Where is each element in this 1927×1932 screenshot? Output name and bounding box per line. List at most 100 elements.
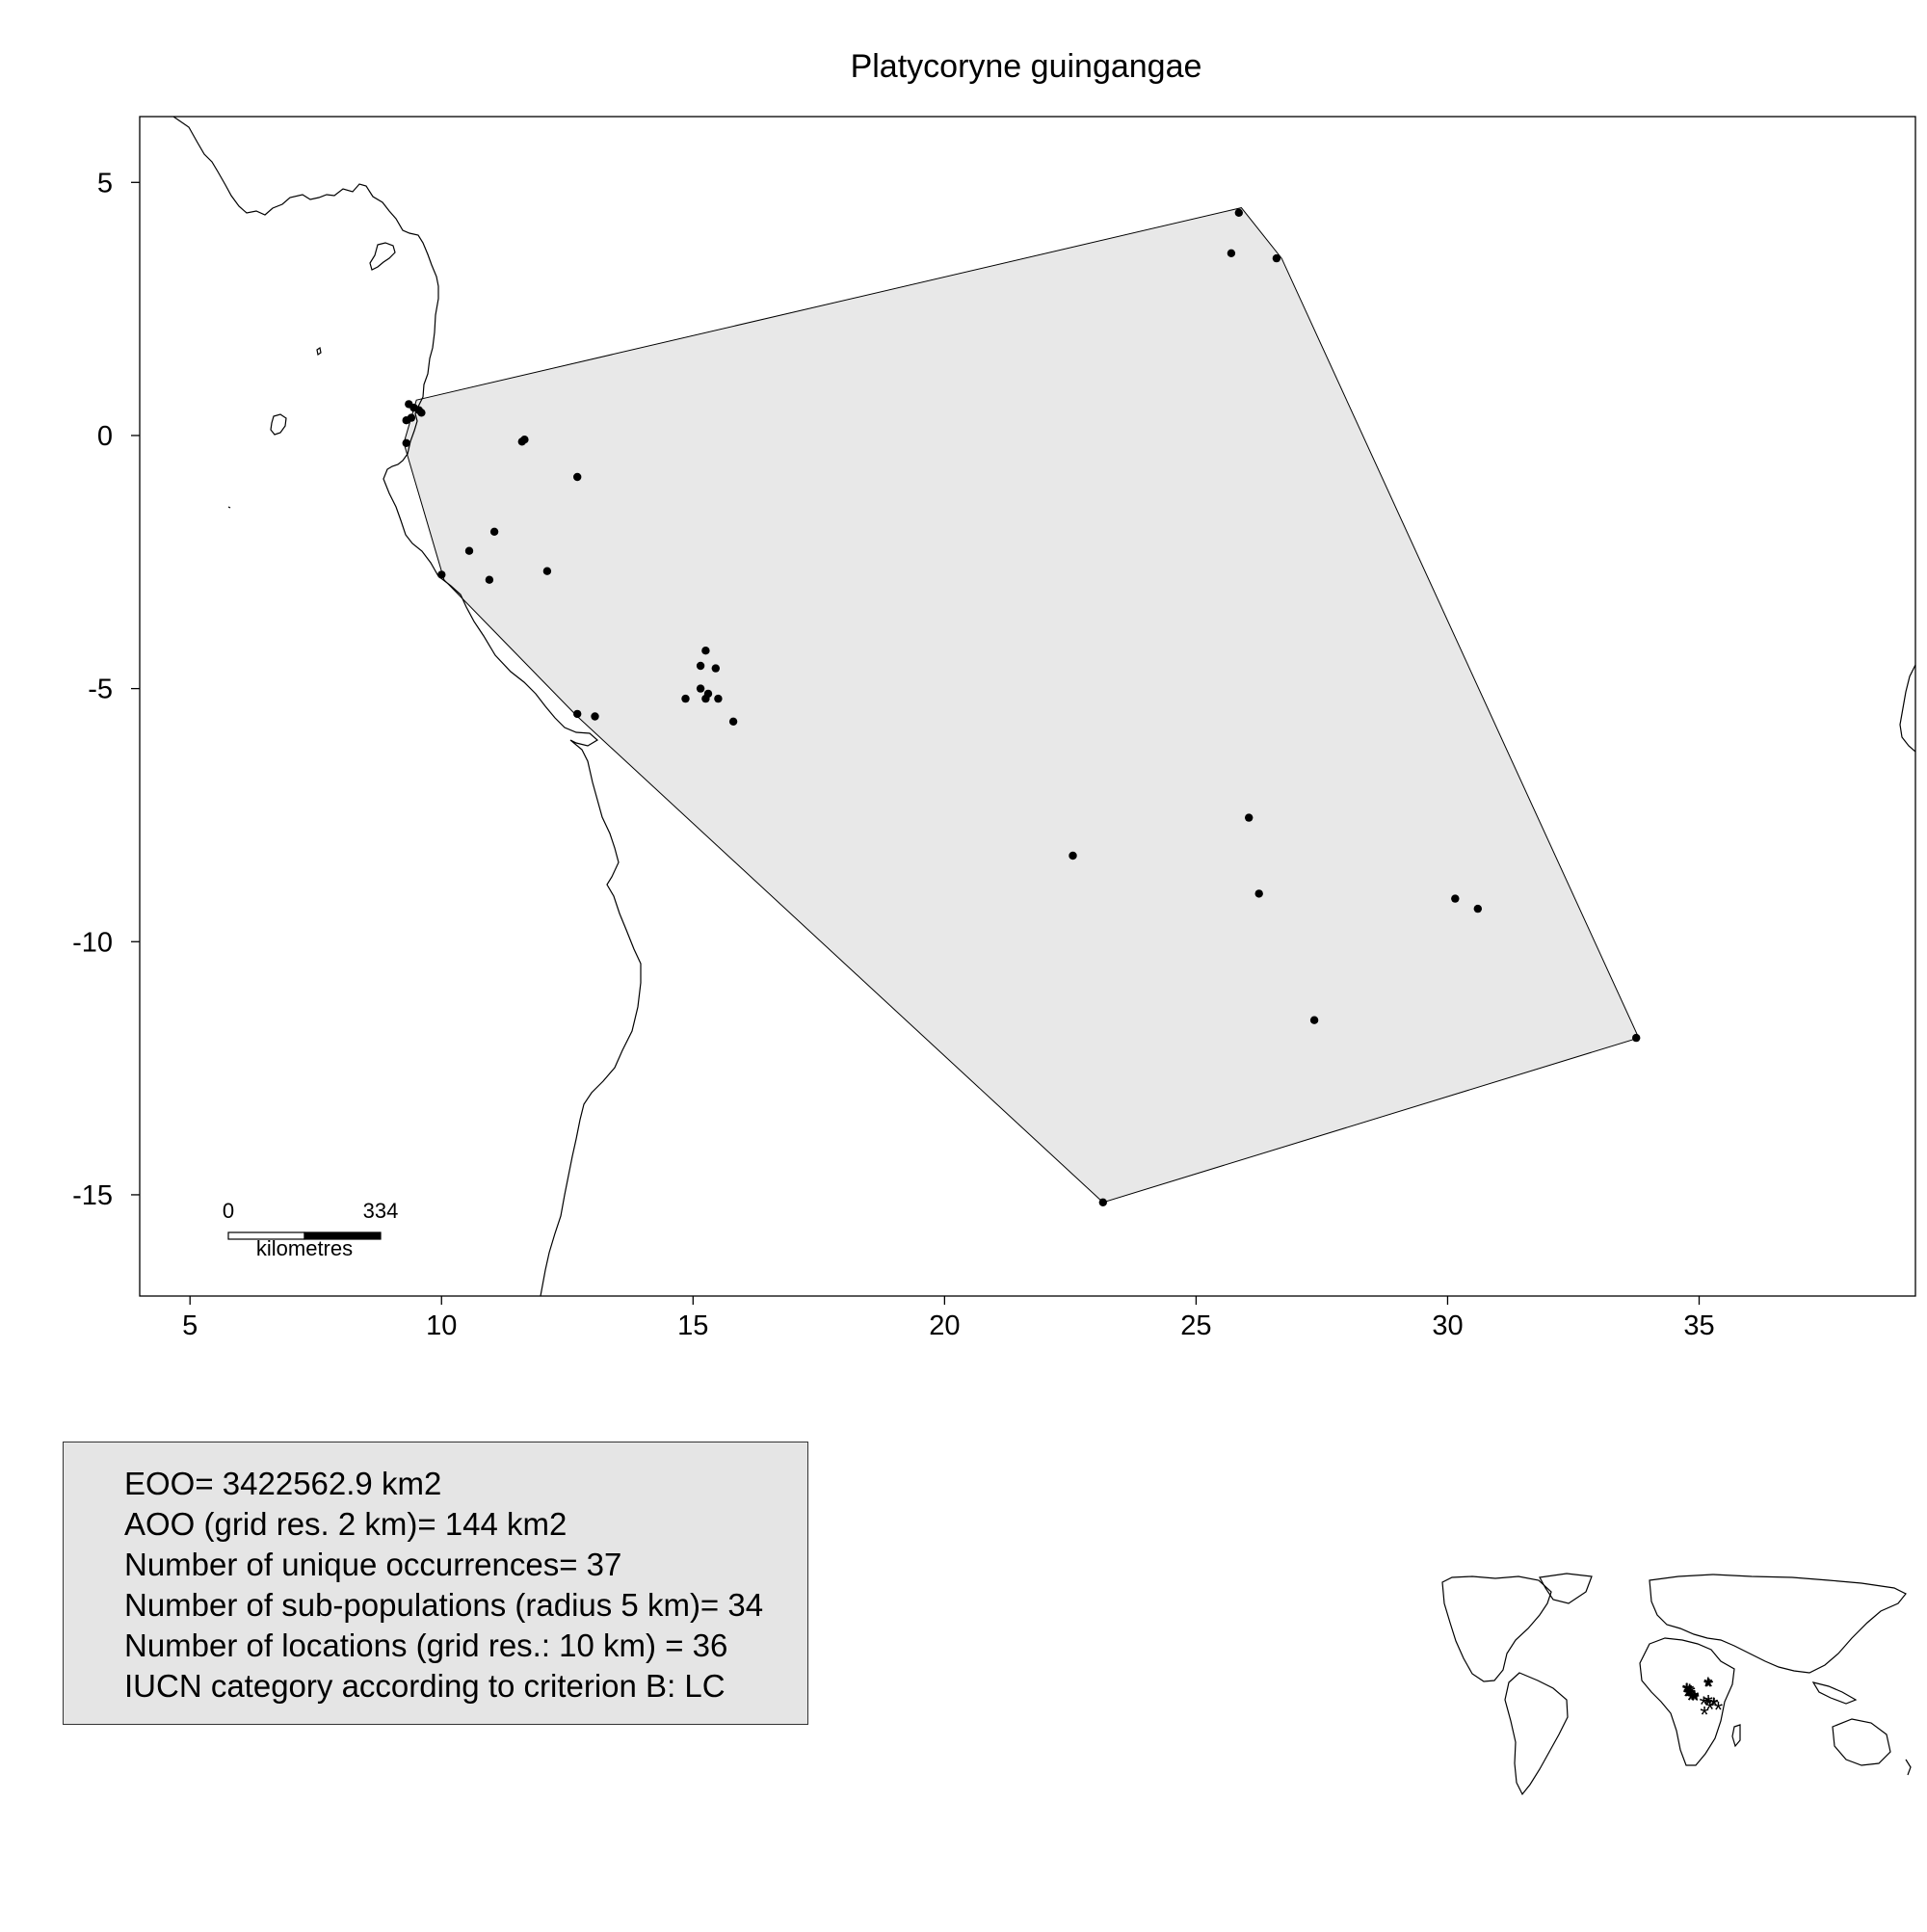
inset-marker: * bbox=[1689, 1687, 1698, 1713]
occurrence-point bbox=[696, 661, 705, 671]
island-annobon bbox=[227, 506, 231, 509]
inset-marker: * bbox=[1686, 1688, 1695, 1714]
x-tick-label: 25 bbox=[1180, 1310, 1211, 1341]
inset-africa bbox=[1639, 1637, 1735, 1766]
x-tick-label: 15 bbox=[677, 1310, 708, 1341]
y-tick-label: -10 bbox=[72, 927, 113, 958]
inset-marker: * bbox=[1682, 1680, 1691, 1706]
occurrence-point bbox=[437, 570, 446, 579]
occurrence-point bbox=[417, 409, 426, 417]
occurrence-point bbox=[485, 575, 494, 584]
inset-marker: * bbox=[1700, 1703, 1708, 1729]
occurrence-point bbox=[728, 717, 738, 726]
inset-marker: * bbox=[1703, 1673, 1712, 1699]
inset-north-america bbox=[1441, 1575, 1552, 1682]
inset-madagascar bbox=[1731, 1724, 1741, 1748]
inset-marker: * bbox=[1682, 1679, 1691, 1705]
inset-marker: * bbox=[1691, 1688, 1700, 1714]
island-bioko bbox=[369, 242, 396, 271]
occurrence-point bbox=[402, 438, 410, 447]
y-tick-label: -15 bbox=[72, 1180, 113, 1211]
inset-marker: * bbox=[1684, 1683, 1693, 1709]
occurrence-point bbox=[402, 416, 410, 425]
coastline-east-africa bbox=[1899, 664, 1915, 753]
scale-bar-zero-label: 0 bbox=[223, 1199, 234, 1223]
inset-eurasia bbox=[1649, 1574, 1907, 1674]
inset-marker: * bbox=[1714, 1697, 1723, 1723]
inset-marker: * bbox=[1703, 1691, 1712, 1717]
assessment-stats-box: EOO= 3422562.9 km2 AOO (grid res. 2 km)=… bbox=[63, 1442, 808, 1725]
island-sao-tome bbox=[270, 413, 287, 436]
occurrence-point bbox=[464, 546, 474, 555]
inset-marker: * bbox=[1684, 1682, 1693, 1708]
scale-bar-black-segment bbox=[304, 1231, 382, 1240]
occurrence-point bbox=[573, 472, 582, 482]
x-tick-label: 5 bbox=[182, 1310, 198, 1341]
occurrence-point bbox=[681, 694, 690, 703]
unique-occurrences-stat: Number of unique occurrences= 37 bbox=[124, 1547, 622, 1582]
inset-marker: * bbox=[1704, 1675, 1713, 1701]
occurrence-point bbox=[1245, 813, 1254, 822]
y-tick-label: -5 bbox=[88, 675, 113, 705]
x-tick-label: 20 bbox=[929, 1310, 960, 1341]
inset-world-map: *********************************** ** bbox=[1441, 1573, 1912, 1796]
inset-new-zealand bbox=[1905, 1759, 1912, 1776]
inset-marker: * bbox=[1709, 1693, 1718, 1719]
occurrence-point bbox=[696, 684, 705, 693]
inset-marker: * bbox=[1686, 1681, 1695, 1707]
inset-australia bbox=[1832, 1718, 1891, 1766]
occurrence-point bbox=[1254, 889, 1263, 898]
inset-south-america bbox=[1504, 1672, 1569, 1796]
iucn-category-stat: IUCN category according to criterion B: … bbox=[124, 1668, 726, 1704]
occurrence-point bbox=[1309, 1016, 1319, 1024]
scale-bar: 0 334 kilometres bbox=[223, 1199, 398, 1260]
x-axis: 5 10 15 20 25 30 35 bbox=[182, 1296, 1715, 1341]
inset-marker: * bbox=[1690, 1686, 1699, 1712]
occurrence-point bbox=[1272, 253, 1281, 263]
inset-marker: * bbox=[1682, 1680, 1691, 1706]
occurrence-point bbox=[1451, 894, 1460, 903]
inset-marker: * bbox=[1687, 1688, 1696, 1714]
y-tick-label: 0 bbox=[97, 421, 113, 452]
inset-marker: * bbox=[1683, 1683, 1692, 1709]
inset-marker: * bbox=[1685, 1680, 1694, 1706]
locations-stat: Number of locations (grid res.: 10 km) =… bbox=[124, 1628, 728, 1663]
coastline-west-africa bbox=[172, 117, 642, 1296]
inset-marker: * bbox=[1705, 1697, 1714, 1723]
map-title: Platycoryne guingangae bbox=[851, 48, 1202, 85]
y-tick-label: 5 bbox=[97, 168, 113, 198]
aoo-stat: AOO (grid res. 2 km)= 144 km2 bbox=[124, 1506, 568, 1542]
inset-occurrence-markers: *********************************** ** bbox=[1682, 1673, 1723, 1728]
inset-marker: * bbox=[1684, 1683, 1693, 1709]
occurrence-point bbox=[489, 527, 499, 536]
island-principe bbox=[316, 347, 322, 356]
occurrence-points bbox=[402, 208, 1641, 1207]
occurrence-point bbox=[520, 436, 529, 444]
inset-marker: * bbox=[1686, 1683, 1695, 1709]
map-panel bbox=[172, 117, 1915, 1296]
occurrence-point bbox=[591, 712, 599, 721]
inset-marker: * bbox=[1690, 1686, 1699, 1712]
inset-greenland bbox=[1539, 1573, 1593, 1604]
eoo-polygon bbox=[403, 207, 1640, 1204]
occurrence-point bbox=[714, 694, 723, 703]
x-tick-label: 30 bbox=[1432, 1310, 1463, 1341]
inset-marker: * bbox=[1704, 1693, 1713, 1719]
inset-marker: * bbox=[1682, 1679, 1691, 1705]
occurrence-point bbox=[701, 647, 710, 655]
inset-marker: * bbox=[1700, 1692, 1708, 1718]
eoo-hull bbox=[403, 207, 1640, 1204]
occurrence-point bbox=[701, 694, 710, 703]
occurrence-point bbox=[1227, 249, 1236, 257]
occurrence-point bbox=[1098, 1198, 1108, 1207]
inset-marker: * bbox=[1690, 1687, 1699, 1713]
inset-marker: * bbox=[1682, 1679, 1691, 1705]
plot-frame bbox=[139, 116, 1916, 1297]
inset-marker: * bbox=[1682, 1680, 1691, 1706]
inset-marker: * bbox=[1690, 1687, 1699, 1713]
inset-marker: * bbox=[1685, 1680, 1694, 1706]
occurrence-point bbox=[1473, 904, 1483, 913]
occurrence-point bbox=[573, 709, 582, 719]
